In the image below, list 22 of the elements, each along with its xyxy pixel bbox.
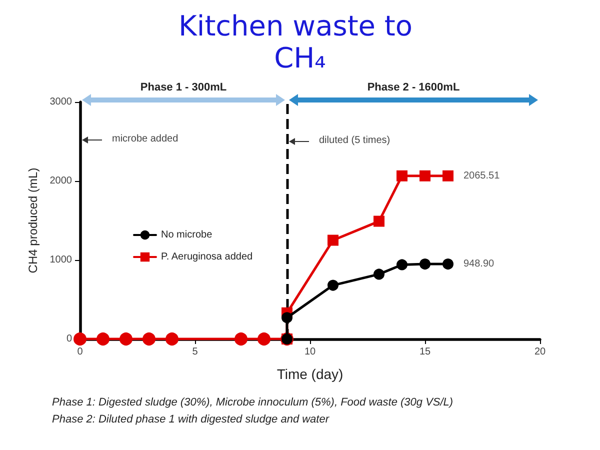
y-tick-label: 1000: [50, 254, 72, 266]
y-axis-title: CH4 produced (mL): [26, 168, 40, 274]
chart-title: Kitchen waste to CH₄: [178, 10, 422, 74]
y-tick-label: 3000: [50, 96, 72, 108]
y-tick-label: 0: [66, 334, 72, 344]
x-tick-label: 5: [192, 346, 198, 358]
annotation: microbe added: [112, 134, 178, 144]
text: Phase 1 - 300mL: [140, 82, 227, 94]
text: Phase 1: Digested sludge (30%), Microbe innoculum (5%), Food waste (30g VS/L): [52, 396, 454, 408]
x-axis-title: Time (day): [276, 366, 344, 382]
legend-label: No microbe: [161, 230, 213, 240]
legend-label: P. Aeruginosa added: [161, 252, 253, 262]
y-tick-label: 2000: [50, 176, 72, 186]
text: Phase 2 - 1600mL: [367, 82, 460, 94]
x-tick-label: 10: [304, 346, 316, 358]
data-label: 948.90: [464, 258, 495, 270]
x-tick-label: 0: [77, 346, 84, 358]
x-tick-label: 15: [419, 346, 431, 358]
data-label: 2065.51: [464, 170, 500, 182]
text: Phase 2: Diluted phase 1 with digested sludge and water: [52, 414, 330, 426]
annotation: diluted (5 times): [319, 135, 390, 146]
x-tick-label: 20: [534, 346, 546, 358]
